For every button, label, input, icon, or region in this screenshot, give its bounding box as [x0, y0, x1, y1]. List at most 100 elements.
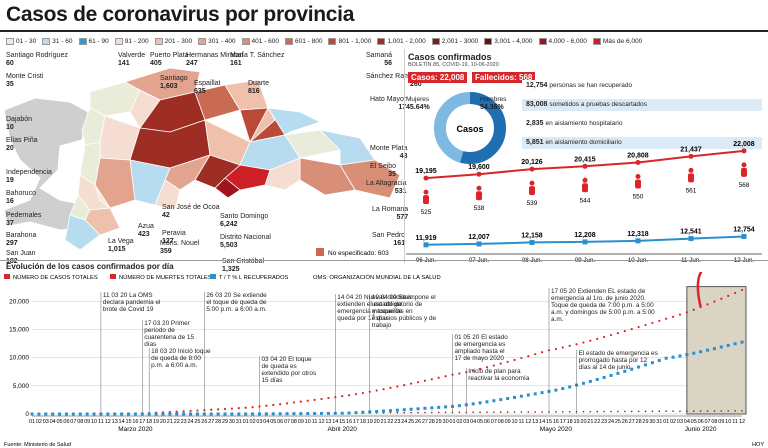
province-name: Hato Mayor [370, 96, 407, 103]
timeline-death-point [403, 411, 406, 414]
timeline-case-point [554, 347, 557, 351]
timeline-case-point [734, 291, 737, 295]
timeline-legend-swatch [4, 274, 10, 279]
province-name: Azua [138, 223, 154, 230]
weekly-case-point [476, 171, 482, 177]
timeline-recovered-point [133, 412, 137, 416]
timeline-recovered-point [719, 345, 723, 349]
province-label: La Romana 577 [372, 206, 408, 221]
timeline-day-tick: 21 [380, 419, 386, 425]
stat-number: 2,835 [526, 120, 546, 127]
timeline-day-tick: 20 [580, 419, 586, 425]
map-legend: 01 - 30 31 - 60 61 - 90 91 - 200 201 - 300 30… [6, 38, 666, 45]
province-name: Santiago [160, 75, 188, 82]
stat-text: en aislamiento domiciliario [545, 139, 622, 146]
timeline-day-tick: 27 [208, 419, 214, 425]
weekly-chart: 19,195 525 19,600 538 20,126 539 20,415 544 20,8… [406, 141, 762, 264]
timeline-death-point [472, 411, 474, 414]
weekly-case-point [688, 153, 694, 159]
weekly-death-label: 539 [527, 200, 538, 207]
province-name: San Pedro [372, 232, 406, 239]
timeline-y-tick: 0 [25, 411, 29, 418]
timeline-death-point [568, 410, 571, 413]
timeline-death-point [582, 410, 585, 413]
province-label: Santiago Rodríguez 60 [6, 52, 68, 67]
gender-donut: Casos [434, 92, 506, 164]
province-value: 247 [186, 59, 198, 67]
timeline-case-point [182, 410, 185, 413]
province-label: San Juan 182 [6, 250, 36, 265]
timeline-day-tick: 06 [698, 419, 704, 425]
timeline-day-tick: 13 [325, 419, 331, 425]
timeline-recovered-point [306, 412, 310, 416]
legend-swatch [154, 38, 163, 45]
map-hermanas-mirabal [249, 107, 276, 143]
timeline-case-point [740, 288, 744, 292]
timeline-recovered-point [671, 355, 675, 359]
timeline-day-tick: 04 [470, 419, 476, 425]
timeline-case-point [671, 315, 675, 318]
person-icon [476, 185, 482, 201]
province-name: Distrito Nacional [220, 234, 271, 241]
no-especificado-label: No especificado: 603 [328, 250, 389, 257]
timeline-case-point [651, 321, 654, 325]
timeline-case-point [520, 356, 523, 360]
timeline-case-point [478, 367, 482, 371]
timeline-recovered-point [78, 412, 82, 416]
timeline-recovered-point [457, 404, 461, 408]
weekly-case-point [582, 163, 588, 169]
province-value: 1,325 [222, 265, 240, 273]
timeline-day-tick: 16 [132, 419, 138, 425]
timeline-day-tick: 20 [160, 419, 166, 425]
timeline-day-tick: 05 [270, 419, 276, 425]
timeline-case-point [292, 401, 296, 404]
timeline-day-tick: 30 [229, 419, 235, 425]
timeline-day-tick: 21 [587, 419, 593, 425]
timeline-case-point [223, 407, 227, 411]
legend-label: 1,001 - 2,000 [387, 38, 426, 45]
person-icon [423, 189, 429, 205]
province-label: Sánchez Ramírez 260 [366, 73, 422, 88]
map-samana [267, 107, 322, 136]
province-value: 60 [6, 59, 14, 67]
province-name: Santiago Rodríguez [6, 52, 68, 59]
timeline-case-point [189, 409, 192, 413]
timeline-recovered-point [623, 369, 627, 373]
annotation-text: 17 05 20 Extienden EL estado de emergenc… [550, 288, 655, 323]
timeline-day-tick: 25 [194, 419, 200, 425]
timeline-case-point [623, 330, 626, 333]
timeline-title: Evolución de los casos confirmados por d… [6, 262, 174, 271]
timeline-day-tick: 13 [532, 419, 538, 425]
province-label: Pedernales 37 [6, 212, 41, 227]
timeline-death-point [555, 411, 557, 413]
timeline-day-tick: 21 [167, 419, 173, 425]
province-label: Santiago 1,603 [160, 75, 188, 90]
timeline-day-tick: 17 [353, 419, 359, 425]
timeline-day-tick: 16 [346, 419, 352, 425]
timeline-day-tick: 10 [511, 419, 517, 425]
legend-swatch [285, 38, 294, 45]
legend-item: 01 - 30 [6, 38, 36, 45]
weekly-death-label: 561 [686, 187, 697, 194]
province-value: 35 [388, 170, 397, 178]
legend-label: 601 - 800 [295, 38, 323, 45]
weekly-recovered-label: 12,318 [627, 231, 649, 238]
province-label: San Cristóbal 1,325 [222, 258, 264, 273]
weekly-case-point [423, 175, 429, 181]
province-value: 6,242 [220, 220, 238, 228]
province-label: San José de Ocoa 42 [162, 204, 220, 219]
province-label: Samaná 56 [366, 52, 392, 67]
timeline-day-tick: 15 [546, 419, 552, 425]
timeline-death-point [541, 411, 543, 413]
province-label: Bahoruco 16 [6, 190, 36, 205]
timeline-day-tick: 05 [691, 419, 697, 425]
legend-label: 801 - 1,000 [338, 38, 372, 45]
weekly-death-label: 544 [580, 197, 591, 204]
legend-item: 1,001 - 2,000 [377, 38, 426, 45]
mujeres-pct: 45.64% [406, 104, 430, 111]
timeline-recovered-point [230, 412, 234, 416]
province-name: La Altagracia [366, 180, 407, 187]
province-label: Duarte 816 [248, 80, 269, 95]
timeline-recovered-point [657, 358, 661, 362]
weekly-recovered-point [529, 239, 535, 245]
